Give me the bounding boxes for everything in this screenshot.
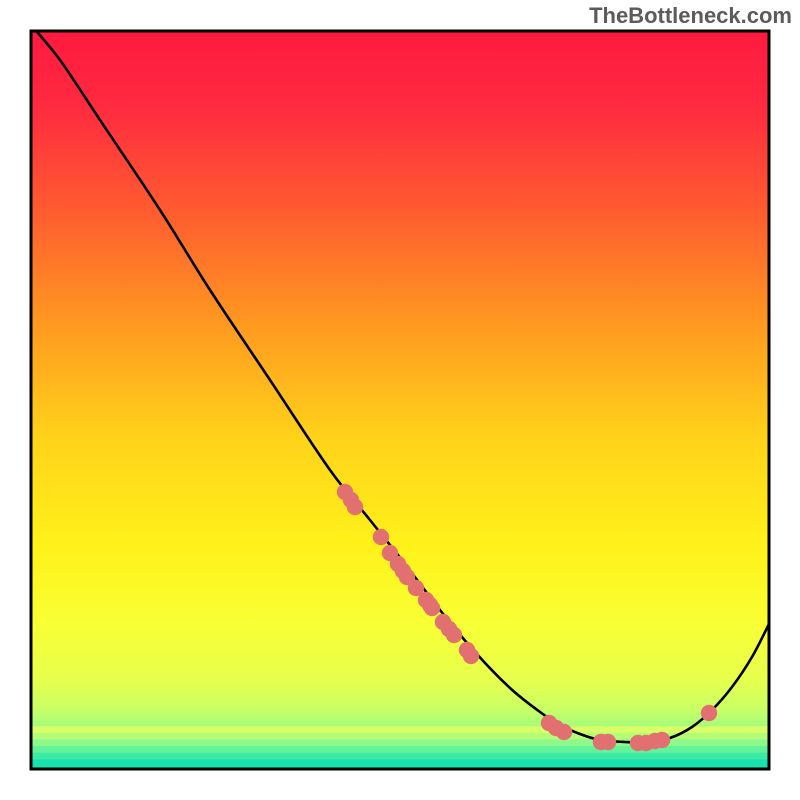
green-band (31, 759, 769, 766)
chart-container: TheBottleneck.com (0, 0, 800, 800)
data-marker (347, 499, 363, 515)
data-marker (424, 600, 440, 616)
data-marker (446, 627, 462, 643)
data-marker (556, 724, 572, 740)
data-marker (701, 705, 717, 721)
data-marker (463, 648, 479, 664)
data-marker (373, 529, 389, 545)
watermark: TheBottleneck.com (589, 3, 792, 29)
data-marker (600, 734, 616, 750)
green-band (31, 753, 769, 760)
data-marker (654, 732, 670, 748)
gradient-background (31, 31, 769, 769)
green-band (31, 726, 769, 733)
chart-svg (0, 0, 800, 800)
